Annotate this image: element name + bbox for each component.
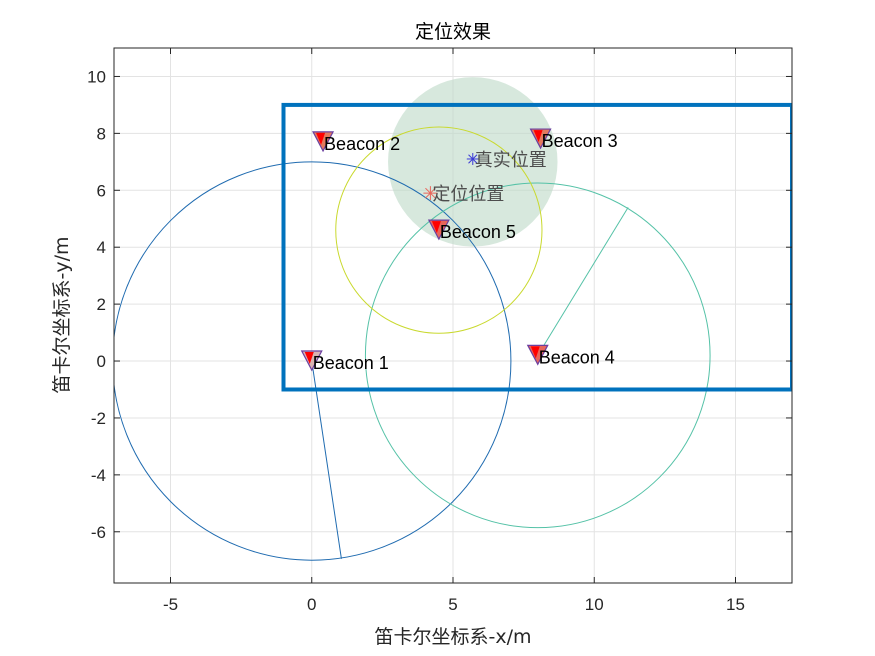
beacon-marker-core-5 [431,221,441,234]
y-tick-label: -6 [91,523,106,542]
beacon-label-1: Beacon 1 [313,353,389,373]
beacon-label-4: Beacon 4 [539,347,615,367]
x-axis-label: 笛卡尔坐标系-x/m [374,626,531,648]
y-tick-label: 8 [97,124,106,143]
y-tick-label: 0 [97,352,106,371]
true-position-label: 真实位置 [475,150,547,171]
range-circle-3 [335,126,543,334]
true-position-marker [466,152,479,165]
beacon-marker-core-2 [316,132,326,145]
beacon-label-5: Beacon 5 [440,222,516,242]
beacon-marker-core-3 [533,130,543,143]
y-tick-label: 2 [97,295,106,314]
y-tick-label: -4 [91,466,106,485]
y-tick-label: 10 [87,67,106,86]
beacon-label-2: Beacon 2 [324,134,400,154]
chart-title: 定位效果 [415,21,491,43]
radius-line-1 [311,360,342,559]
beacon-marker-core-1 [304,352,314,365]
estimated-position-label: 定位位置 [432,184,504,205]
data-layer [114,77,792,561]
x-tick-label: 15 [726,595,745,614]
range-circle-2 [364,182,711,529]
y-axis-label: 笛卡尔坐标系-y/m [51,236,73,393]
y-tick-label: 6 [97,181,106,200]
x-tick-label: 0 [307,595,316,614]
radius-line-2 [537,207,629,356]
y-tick-label: -2 [91,409,106,428]
range-circle-1 [114,161,512,561]
label-layer: Beacon 1 Beacon 2 Beacon 3 Beacon 4 Beacon 5… [313,131,618,373]
estimated-position-marker [423,186,438,201]
beacon-marker-core-4 [530,346,540,359]
x-tick-label: 5 [448,595,457,614]
ticks: -5 0 5 10 15 -6 -4 -2 0 2 4 6 8 10 [87,48,792,614]
beacon-label-3: Beacon 3 [542,131,618,151]
boundary-box [281,102,792,392]
x-tick-label: -5 [163,595,178,614]
x-tick-label: 10 [585,595,604,614]
y-tick-label: 4 [97,238,106,257]
